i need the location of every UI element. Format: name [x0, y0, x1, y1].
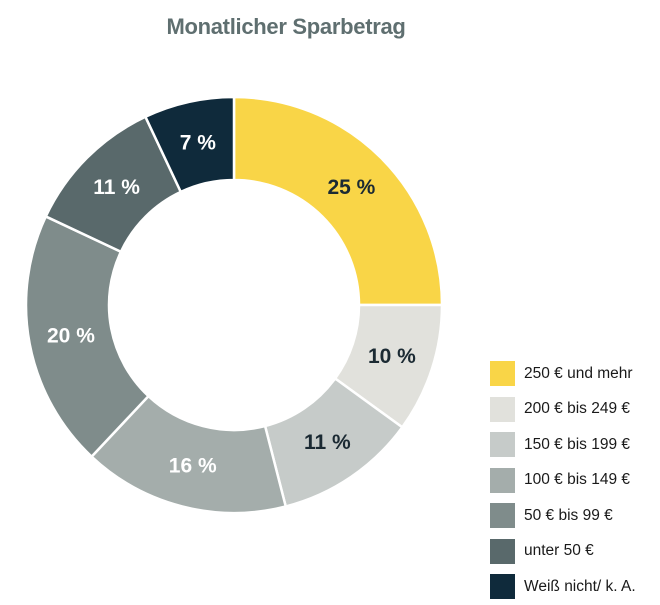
legend-item-2: 200 € bis 249 €: [490, 392, 636, 428]
legend-item-3: 150 € bis 199 €: [490, 427, 636, 463]
legend-label-1: 250 € und mehr: [524, 364, 633, 382]
slice-label-1: 25 %: [327, 176, 375, 199]
slice-label-4: 16 %: [169, 454, 217, 477]
legend-swatch-5: [490, 503, 515, 529]
legend-swatch-7: [490, 574, 515, 600]
slice-label-5: 20 %: [47, 325, 95, 348]
legend-item-1: 250 € und mehr: [490, 356, 636, 392]
legend-label-6: unter 50 €: [524, 542, 594, 560]
slice-label-2: 10 %: [368, 345, 416, 368]
slice-7: [144, 95, 236, 194]
legend: 250 € und mehr 200 € bis 249 € 150 € bis 1…: [490, 356, 636, 605]
slice-1: [232, 95, 444, 307]
donut-slices: [24, 95, 444, 515]
chart-title: Monatlicher Sparbetrag: [166, 14, 406, 39]
legend-swatch-2: [490, 396, 515, 422]
legend-item-4: 100 € bis 149 €: [490, 463, 636, 499]
legend-swatch-6: [490, 538, 515, 564]
legend-swatch-3: [490, 432, 515, 458]
slice-label-7: 7 %: [180, 131, 217, 154]
legend-item-6: unter 50 €: [490, 534, 636, 570]
donut-labels: 25 % 10 % 11 % 16 % 20 % 11 % 7 %: [47, 131, 416, 477]
legend-item-5: 50 € bis 99 €: [490, 498, 636, 534]
legend-swatch-1: [490, 361, 515, 387]
legend-label-7: Weiß nicht/ k. A.: [524, 577, 636, 595]
legend-item-7: Weiß nicht/ k. A.: [490, 569, 636, 605]
slice-label-3: 11 %: [304, 431, 351, 454]
legend-label-5: 50 € bis 99 €: [524, 506, 613, 524]
legend-label-2: 200 € bis 249 €: [524, 400, 631, 418]
slice-5: [24, 215, 150, 458]
legend-label-3: 150 € bis 199 €: [524, 435, 631, 453]
legend-label-4: 100 € bis 149 €: [524, 471, 631, 489]
legend-swatch-4: [490, 467, 515, 493]
slice-label-6: 11 %: [93, 176, 140, 199]
